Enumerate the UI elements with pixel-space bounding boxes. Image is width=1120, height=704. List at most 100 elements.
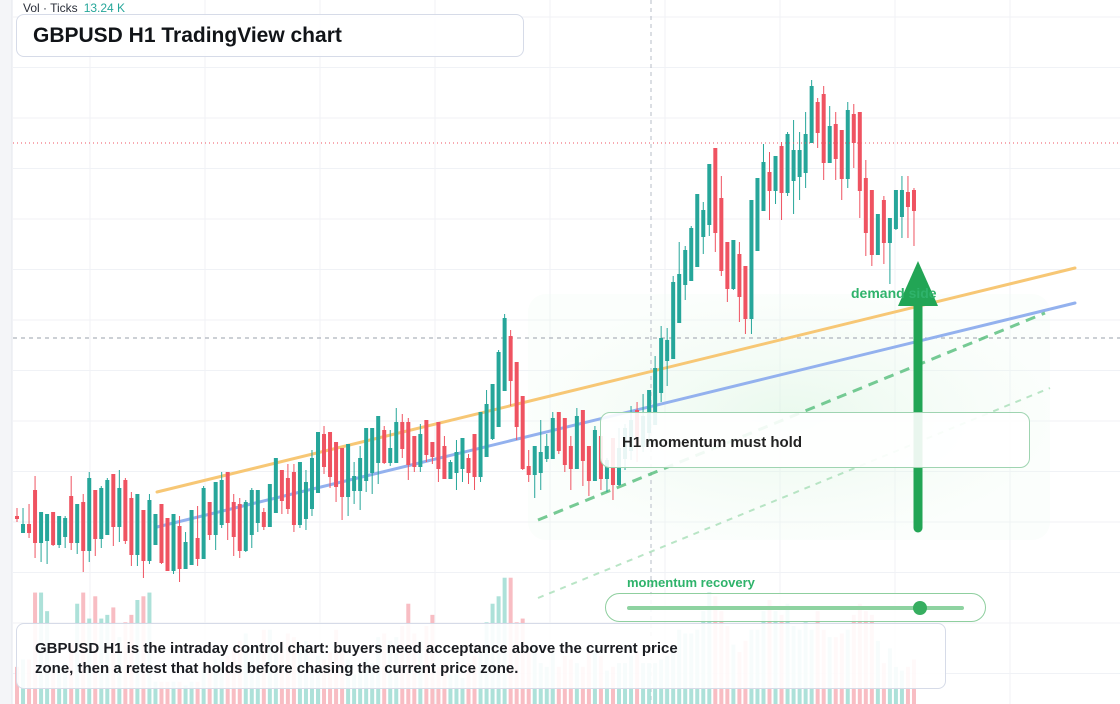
candle-body	[893, 190, 898, 229]
candle-body	[81, 502, 86, 551]
candle-body	[105, 480, 110, 535]
volume-bar	[448, 674, 453, 704]
candle-body	[653, 368, 658, 425]
candle-body	[406, 422, 411, 465]
candle-body	[905, 192, 910, 207]
candle-body	[749, 200, 754, 319]
candle-body	[340, 448, 345, 497]
left-scale-strip	[0, 0, 12, 704]
volume-bar	[159, 681, 164, 704]
candle-body	[592, 430, 597, 481]
candle-body	[683, 250, 688, 285]
candle-body	[514, 362, 519, 427]
candle-body	[346, 444, 351, 497]
momentum-label: momentum recovery	[627, 575, 755, 590]
candle-body	[803, 134, 808, 173]
candle-body	[472, 434, 477, 477]
candle-body	[297, 462, 302, 525]
candle-body	[177, 526, 182, 569]
candle-body	[845, 110, 850, 179]
volume-bar	[153, 681, 158, 704]
candle-body	[129, 498, 134, 555]
candle-body	[556, 412, 561, 451]
candle-body	[183, 542, 188, 569]
volume-legend-value: 13.24 K	[83, 1, 126, 15]
arrow-up-icon	[898, 261, 938, 306]
candle-body	[273, 458, 278, 513]
candle-body	[526, 466, 531, 475]
candle-body	[460, 438, 465, 469]
candle-body	[484, 404, 489, 457]
candle-body	[243, 502, 248, 551]
candle-body	[833, 124, 838, 159]
candle-body	[69, 496, 74, 543]
candle-body	[267, 484, 272, 527]
candle-body	[334, 442, 339, 487]
candle-body	[574, 416, 579, 469]
volume-legend-label: Vol · Ticks	[23, 1, 78, 15]
volume-bar	[460, 678, 465, 704]
candle-body	[761, 162, 766, 211]
candle-body	[309, 458, 314, 509]
candle-body	[508, 336, 513, 381]
momentum-callout: H1 momentum must hold	[600, 412, 1030, 468]
candle-body	[303, 482, 308, 519]
candle-body	[496, 352, 501, 427]
candle-body	[568, 446, 573, 469]
candle-body	[141, 510, 146, 561]
candle-body	[249, 490, 254, 535]
candle-body	[436, 422, 441, 469]
candle-body	[33, 490, 38, 543]
candle-body	[261, 512, 266, 527]
candle-body	[165, 518, 170, 571]
candle-body	[376, 416, 381, 463]
candle-body	[424, 420, 429, 455]
candle-body	[279, 470, 284, 501]
candle-body	[707, 164, 712, 225]
candle-body	[195, 538, 200, 559]
candle-body	[412, 436, 417, 467]
candle-body	[285, 478, 290, 509]
candle-body	[839, 130, 844, 179]
momentum-slider[interactable]	[605, 593, 986, 622]
candle-body	[647, 390, 652, 433]
candle-body	[225, 472, 230, 523]
candle-body	[677, 274, 682, 323]
candle-body	[352, 476, 357, 491]
volume-bar	[171, 681, 176, 704]
candle-body	[544, 446, 549, 459]
candle-body	[797, 150, 802, 177]
volume-legend: Vol · Ticks 13.24 K	[23, 1, 125, 15]
momentum-slider-track[interactable]	[627, 606, 964, 610]
candle-body	[99, 488, 104, 539]
candle-body	[490, 384, 495, 439]
volume-bar	[195, 681, 200, 704]
candle-body	[394, 422, 399, 463]
candle-body	[466, 458, 471, 473]
candle-body	[442, 446, 447, 479]
candle-body	[418, 434, 423, 467]
candle-body	[911, 190, 916, 211]
chart-title-panel: GBPUSD H1 TradingView chart	[16, 14, 524, 57]
candle-body	[448, 462, 453, 479]
candle-body	[135, 494, 140, 555]
candle-body	[237, 504, 242, 551]
candle-body	[111, 474, 116, 527]
candle-body	[51, 512, 56, 545]
candle-body	[201, 488, 206, 559]
candle-body	[659, 338, 664, 393]
candle-body	[689, 228, 694, 281]
volume-bar	[189, 681, 194, 704]
candle-body	[725, 242, 730, 289]
candle-body	[316, 432, 320, 493]
candle-body	[538, 452, 543, 473]
candle-body	[767, 172, 772, 191]
candle-body	[863, 178, 868, 233]
momentum-slider-thumb[interactable]	[913, 601, 928, 615]
candle-body	[159, 504, 164, 563]
candle-body	[231, 502, 236, 537]
candle-body	[388, 448, 393, 463]
candle-body	[117, 488, 122, 527]
candle-body	[207, 502, 212, 535]
candle-body	[87, 478, 92, 551]
